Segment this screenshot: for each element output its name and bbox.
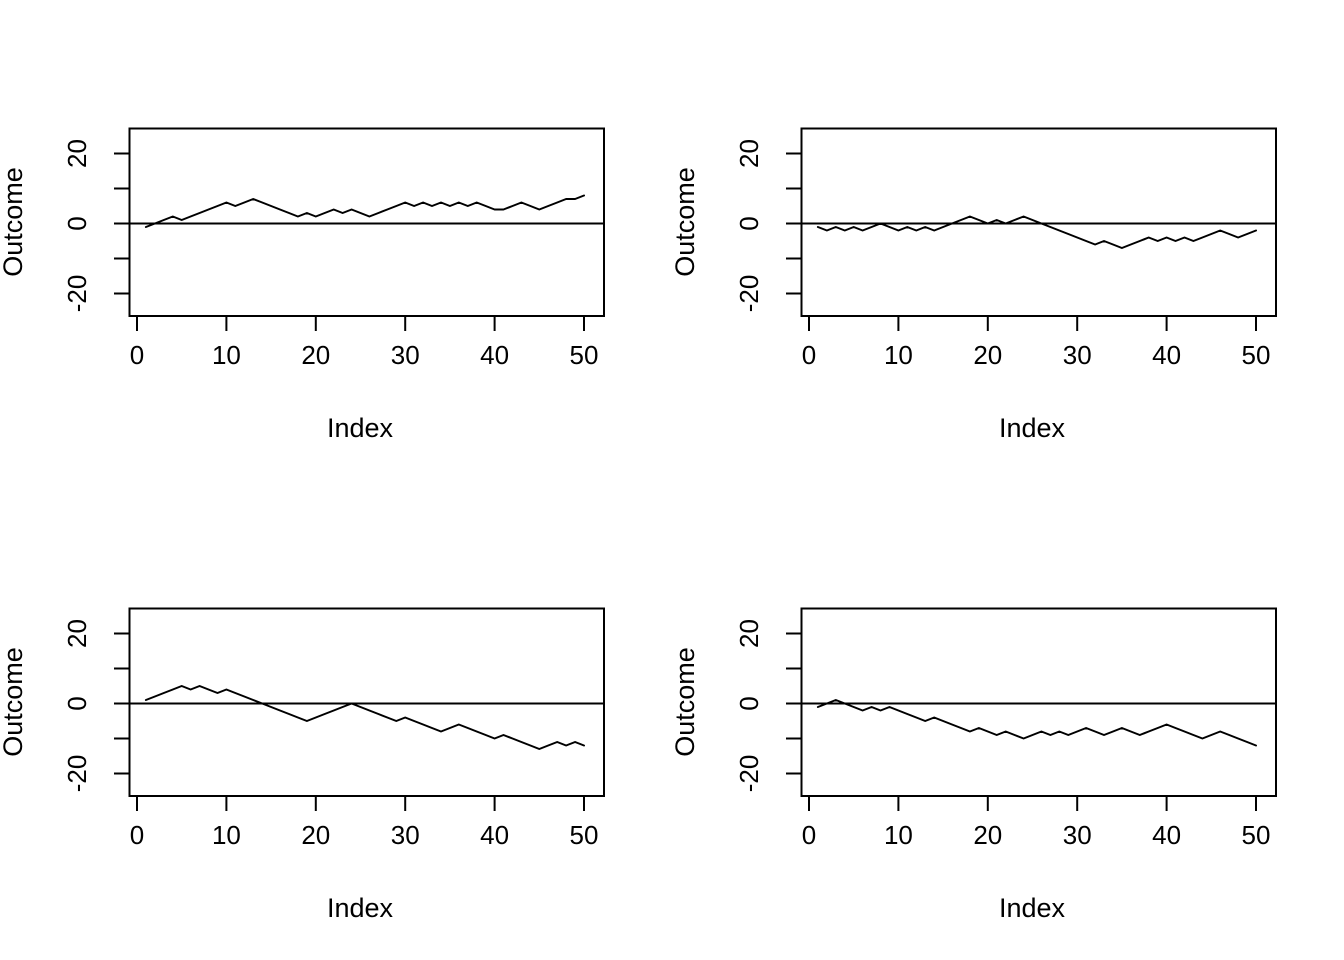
y-tick-label: -20 bbox=[62, 755, 92, 793]
x-axis-label: Index bbox=[327, 893, 394, 923]
x-tick-label: 0 bbox=[130, 340, 144, 370]
x-tick-label: 20 bbox=[973, 340, 1002, 370]
y-tick-label: 20 bbox=[734, 139, 764, 168]
x-tick-label: 40 bbox=[1152, 820, 1181, 850]
x-tick-label: 30 bbox=[1063, 340, 1092, 370]
y-tick-label: -20 bbox=[734, 755, 764, 793]
y-axis-label: Outcome bbox=[0, 647, 28, 757]
x-tick-label: 30 bbox=[391, 340, 420, 370]
y-axis-label: Outcome bbox=[0, 167, 28, 277]
x-tick-label: 10 bbox=[884, 340, 913, 370]
x-tick-label: 20 bbox=[301, 340, 330, 370]
data-line bbox=[816, 215, 1257, 249]
panel-bottom-left: Index Outcome 0 10 20 30 40 50 -20 0 20 bbox=[0, 607, 605, 923]
x-tick-label: 50 bbox=[1242, 340, 1271, 370]
x-tick-label: 10 bbox=[884, 820, 913, 850]
plot-box bbox=[800, 607, 1277, 797]
x-axis-label: Index bbox=[327, 413, 394, 443]
x-tick-label: 40 bbox=[480, 340, 509, 370]
y-tick-label: 0 bbox=[62, 696, 92, 710]
y-tick-label: 20 bbox=[62, 139, 92, 168]
x-tick-label: 50 bbox=[570, 820, 599, 850]
x-tick-label: 30 bbox=[1063, 820, 1092, 850]
panel-top-left: Index Outcome 0 10 20 30 40 50 -20 0 20 bbox=[0, 127, 605, 443]
x-tick-label: 50 bbox=[570, 340, 599, 370]
x-tick-label: 40 bbox=[480, 820, 509, 850]
x-tick-label: 10 bbox=[212, 820, 241, 850]
y-tick-label: 20 bbox=[62, 619, 92, 648]
y-axis-label: Outcome bbox=[672, 647, 700, 757]
x-tick-label: 0 bbox=[130, 820, 144, 850]
data-line bbox=[816, 699, 1257, 747]
y-tick-label: 0 bbox=[734, 216, 764, 230]
y-tick-label: -20 bbox=[62, 275, 92, 313]
plot-box bbox=[128, 607, 605, 797]
plot-box bbox=[800, 127, 1277, 317]
x-tick-label: 40 bbox=[1152, 340, 1181, 370]
x-tick-label: 50 bbox=[1242, 820, 1271, 850]
data-line bbox=[144, 685, 585, 750]
x-tick-label: 20 bbox=[301, 820, 330, 850]
data-line bbox=[144, 194, 585, 228]
x-tick-label: 30 bbox=[391, 820, 420, 850]
x-axis-label: Index bbox=[999, 413, 1066, 443]
panel-bottom-right: Index Outcome 0 10 20 30 40 50 -20 0 20 bbox=[672, 607, 1277, 923]
plot-box bbox=[128, 127, 605, 317]
y-tick-label: -20 bbox=[734, 275, 764, 313]
y-axis-label: Outcome bbox=[672, 167, 700, 277]
x-axis-label: Index bbox=[999, 893, 1066, 923]
y-tick-label: 20 bbox=[734, 619, 764, 648]
panel-top-right: Index Outcome 0 10 20 30 40 50 -20 0 20 bbox=[672, 127, 1277, 443]
x-tick-label: 0 bbox=[802, 340, 816, 370]
x-tick-label: 0 bbox=[802, 820, 816, 850]
x-tick-label: 10 bbox=[212, 340, 241, 370]
y-tick-label: 0 bbox=[62, 216, 92, 230]
y-tick-label: 0 bbox=[734, 696, 764, 710]
x-tick-label: 20 bbox=[973, 820, 1002, 850]
